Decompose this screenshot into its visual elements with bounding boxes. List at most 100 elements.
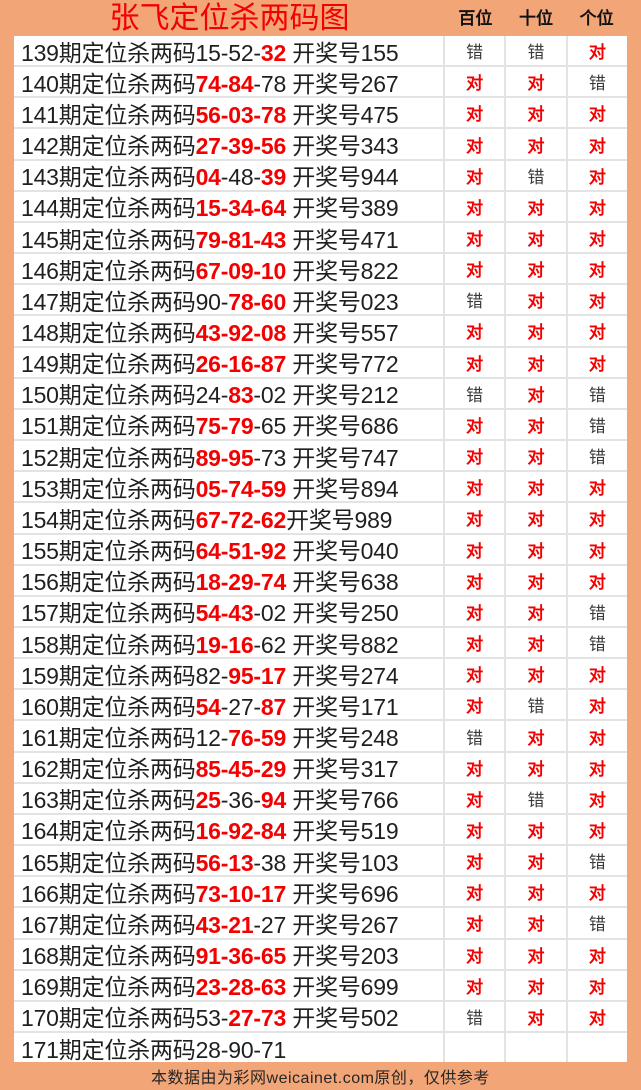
kill-code: 73 <box>260 444 287 471</box>
row-text-cell: 152期定位杀两码89-95-73 开奖号747 <box>14 439 445 473</box>
table-row: 169期定位杀两码23-28-63 开奖号699 对对对 <box>14 968 627 1002</box>
period-label: 154期定位杀两码 <box>21 506 196 533</box>
result-cell-hundreds: 对 <box>445 222 505 253</box>
kill-code: 53 <box>195 1005 221 1032</box>
code-separator: - <box>220 164 229 191</box>
row-text-cell: 139期定位杀两码15-52-32 开奖号155 <box>14 36 445 66</box>
row-text: 156期定位杀两码18-29-74 开奖号638 <box>21 563 399 597</box>
code-separator: - <box>253 911 261 938</box>
result-cell-tens: 对 <box>504 659 566 689</box>
result-cell-hundreds: 对 <box>445 316 505 346</box>
row-text: 163期定位杀两码25-36-94 开奖号766 <box>21 781 399 815</box>
table-row: 148期定位杀两码43-92-08 开奖号557 对对对 <box>14 316 627 348</box>
kill-code: 60 <box>260 288 287 315</box>
code-separator: - <box>220 1036 229 1063</box>
period-label: 168期定位杀两码 <box>21 943 196 970</box>
result-cell-hundreds: 对 <box>445 690 505 720</box>
kill-code: 74 <box>260 569 287 596</box>
result-cell-units: 错 <box>565 596 627 626</box>
result-cell-tens: 对 <box>504 970 566 1000</box>
code-separator: - <box>253 288 261 315</box>
kill-code: 15 <box>195 39 221 66</box>
kill-code: 51 <box>228 538 254 565</box>
row-text: 169期定位杀两码23-28-63 开奖号699 <box>21 968 399 1002</box>
kill-code: 16 <box>195 818 221 845</box>
code-separator: - <box>253 444 261 471</box>
period-label: 158期定位杀两码 <box>21 631 196 658</box>
code-separator: - <box>253 413 261 440</box>
kill-code: 83 <box>228 382 254 409</box>
result-cell-units: 对 <box>565 939 627 969</box>
kill-code: 78 <box>228 288 254 315</box>
result-cell-hundreds: 错 <box>445 36 505 66</box>
result-cell-hundreds: 对 <box>445 627 505 658</box>
code-separator: - <box>253 756 261 783</box>
row-text-cell: 166期定位杀两码73-10-17 开奖号696 <box>14 877 445 907</box>
row-text: 144期定位杀两码15-34-64 开奖号389 <box>21 189 399 223</box>
draw-number: 开奖号557 <box>286 319 399 346</box>
result-cell-tens: 错 <box>504 783 566 813</box>
code-separator: - <box>220 849 229 876</box>
row-text: 141期定位杀两码56-03-78 开奖号475 <box>21 96 399 130</box>
kill-code: 64 <box>195 538 221 565</box>
period-label: 150期定位杀两码 <box>21 382 196 409</box>
row-text-cell: 163期定位杀两码25-36-94 开奖号766 <box>14 781 445 815</box>
code-separator: - <box>253 70 261 97</box>
code-separator: - <box>253 164 261 191</box>
result-cell-hundreds: 对 <box>445 503 505 533</box>
result-cell-tens: 对 <box>504 596 566 626</box>
row-text-cell: 159期定位杀两码82-95-17 开奖号274 <box>14 659 445 689</box>
kill-code: 03 <box>228 101 254 128</box>
result-cell-hundreds: 对 <box>445 783 505 813</box>
row-text: 168期定位杀两码91-36-65 开奖号203 <box>21 937 399 971</box>
kill-code: 78 <box>260 101 287 128</box>
code-separator: - <box>253 133 261 160</box>
table-row: 145期定位杀两码79-81-43 开奖号471 对对对 <box>14 222 627 255</box>
row-text: 150期定位杀两码24-83-02 开奖号212 <box>21 376 399 410</box>
row-text-cell: 145期定位杀两码79-81-43 开奖号471 <box>14 222 445 253</box>
result-cell-tens: 错 <box>504 690 566 720</box>
code-separator: - <box>253 506 261 533</box>
table-row: 150期定位杀两码24-83-02 开奖号212 错对错 <box>14 376 627 410</box>
result-cell-tens: 对 <box>504 1001 566 1031</box>
column-header-tens: 十位 <box>519 9 553 28</box>
code-separator: - <box>220 70 229 97</box>
kill-code: 09 <box>228 257 254 284</box>
result-cell-units: 对 <box>565 877 627 907</box>
code-separator: - <box>253 974 261 1001</box>
table-row: 139期定位杀两码15-52-32 开奖号155 错错对 <box>14 36 627 68</box>
draw-number: 开奖号894 <box>286 475 399 502</box>
rows: 139期定位杀两码15-52-32 开奖号155 错错对 140期定位杀两码74-8… <box>14 36 627 1063</box>
kill-code: 28 <box>228 974 254 1001</box>
kill-code: 25 <box>195 787 221 814</box>
code-separator: - <box>220 787 229 814</box>
kill-code: 90 <box>195 288 221 315</box>
result-cell-units: 对 <box>565 814 627 845</box>
code-separator: - <box>220 288 229 315</box>
period-label: 151期定位杀两码 <box>21 413 196 440</box>
result-cell-units: 对 <box>565 222 627 253</box>
kill-code: 87 <box>260 351 287 378</box>
result-cell-hundreds: 对 <box>445 939 505 969</box>
result-cell-units: 对 <box>565 503 627 533</box>
code-separator: - <box>253 787 261 814</box>
row-text: 155期定位杀两码64-51-92 开奖号040 <box>21 532 399 566</box>
draw-number: 开奖号212 <box>286 382 399 409</box>
row-text: 143期定位杀两码04-48-39 开奖号944 <box>21 158 399 192</box>
row-text: 152期定位杀两码89-95-73 开奖号747 <box>21 439 399 473</box>
draw-number: 开奖号944 <box>286 164 399 191</box>
row-text: 170期定位杀两码53-27-73 开奖号502 <box>21 999 399 1033</box>
code-separator: - <box>220 257 229 284</box>
kill-code: 92 <box>228 818 254 845</box>
result-cell-units: 对 <box>565 254 627 284</box>
result-cell-hundreds: 对 <box>445 67 505 97</box>
result-cell-units: 对 <box>565 191 627 221</box>
result-cell-units: 错 <box>565 378 627 408</box>
kill-code: 12 <box>195 725 221 752</box>
row-text-cell: 164期定位杀两码16-92-84 开奖号519 <box>14 814 445 845</box>
table-row: 143期定位杀两码04-48-39 开奖号944 对错对 <box>14 158 627 192</box>
result-cell-tens: 对 <box>504 67 566 97</box>
result-cell-units: 对 <box>565 98 627 128</box>
result-cell-hundreds: 对 <box>445 160 505 190</box>
row-text: 162期定位杀两码85-45-29 开奖号317 <box>21 750 399 784</box>
